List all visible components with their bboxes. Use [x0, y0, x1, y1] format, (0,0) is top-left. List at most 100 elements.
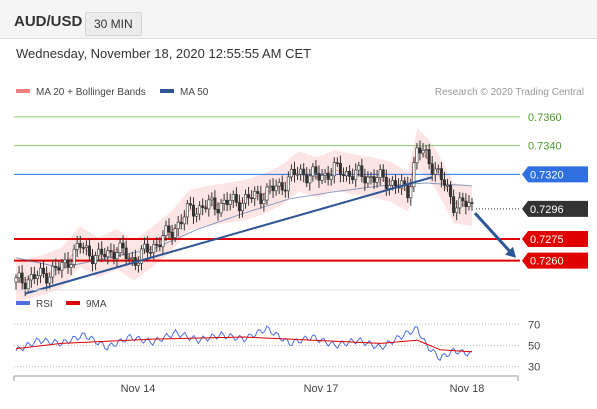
candle: [188, 196, 192, 210]
candle-body: [455, 207, 459, 213]
candle: [470, 197, 474, 211]
x-tick-label: Nov 18: [450, 383, 485, 395]
candle-body: [136, 262, 140, 266]
candle: [403, 176, 407, 191]
candle-body: [421, 150, 425, 154]
level-box-0.7260: [522, 252, 588, 269]
candle-body: [461, 197, 465, 202]
candle: [351, 168, 355, 184]
candle: [35, 270, 39, 286]
candle-body: [442, 179, 446, 186]
candle: [231, 190, 235, 209]
candle: [348, 165, 352, 185]
candle: [139, 245, 143, 271]
candle-body: [103, 254, 107, 258]
candle: [240, 197, 244, 218]
candle-body: [124, 247, 128, 259]
candle: [292, 161, 296, 183]
level-labels: 0.7360 0.7340 0.7320 0.7296 0.7275 0.7260: [522, 112, 588, 269]
candle-body: [403, 180, 407, 185]
candle-body: [323, 172, 327, 176]
candle-body: [320, 174, 324, 181]
rsi-tick-label: 70: [528, 319, 540, 331]
candle: [66, 252, 70, 274]
candle-body: [253, 191, 257, 199]
candle: [149, 246, 153, 258]
candle-body: [345, 171, 349, 177]
candle-body: [26, 279, 30, 290]
candle: [381, 164, 385, 182]
candle-body: [14, 277, 18, 283]
candle: [54, 258, 58, 276]
candle: [372, 169, 376, 190]
candle-body: [127, 257, 131, 260]
timeframe-button[interactable]: 30 MIN: [85, 12, 142, 36]
candle: [449, 181, 453, 205]
candle-body: [409, 186, 413, 199]
candle: [155, 237, 159, 253]
candle-body: [112, 251, 116, 260]
ma50-legend-swatch: [160, 89, 174, 93]
candle-body: [274, 185, 278, 192]
candle: [192, 197, 196, 224]
candle: [72, 244, 76, 269]
candle: [182, 210, 186, 231]
candle: [91, 248, 95, 272]
candle: [384, 169, 388, 196]
candle-body: [130, 257, 134, 259]
candle-body: [54, 266, 58, 269]
candle-body: [240, 202, 244, 212]
ma9-legend-swatch: [66, 301, 80, 305]
candle-body: [329, 175, 333, 180]
candle-body: [439, 168, 443, 181]
candle-body: [207, 199, 211, 210]
candle: [268, 179, 272, 195]
candle-body: [354, 169, 358, 181]
candle-body: [277, 182, 281, 187]
candle-body: [452, 196, 456, 213]
chart-header: AUD/USD 30 MIN: [0, 0, 597, 39]
candle: [167, 218, 171, 239]
candle: [219, 198, 223, 217]
rsi-panel: 70 50 30: [14, 319, 540, 374]
candle: [256, 185, 260, 201]
candle: [201, 198, 205, 216]
candle: [452, 189, 456, 217]
candle-body: [351, 176, 355, 181]
candle-body: [155, 244, 159, 246]
candle: [69, 258, 73, 276]
candle-body: [152, 244, 156, 253]
ma9-legend-label: 9MA: [86, 299, 107, 310]
candle-body: [449, 184, 453, 197]
candle-body: [109, 250, 113, 253]
candle-body: [467, 202, 471, 207]
rsi-legend-label: RSI: [36, 299, 53, 310]
candle: [286, 171, 290, 199]
candle: [32, 266, 36, 284]
candle-body: [244, 194, 248, 204]
candle-body: [317, 172, 321, 181]
candle-body: [406, 183, 410, 199]
candle: [75, 235, 79, 257]
level-label-0.7296: 0.7296: [530, 204, 564, 216]
candle: [335, 157, 339, 167]
candle-body: [299, 168, 303, 175]
candle: [464, 193, 468, 215]
candle: [78, 235, 82, 254]
candle-body: [106, 250, 110, 258]
candle: [299, 164, 303, 181]
candle: [146, 236, 150, 261]
candle: [207, 194, 211, 217]
candle-body: [262, 199, 266, 204]
candle: [341, 167, 345, 183]
candle-body: [51, 266, 55, 278]
candle-body: [326, 172, 330, 180]
candle-body: [357, 165, 361, 171]
candle-body: [188, 203, 192, 206]
candle-body: [250, 197, 254, 200]
candle-body: [100, 248, 104, 255]
candle: [412, 156, 416, 192]
candle-body: [335, 162, 339, 164]
candle-body: [296, 173, 300, 176]
level-label-0.7260: 0.7260: [530, 256, 564, 268]
